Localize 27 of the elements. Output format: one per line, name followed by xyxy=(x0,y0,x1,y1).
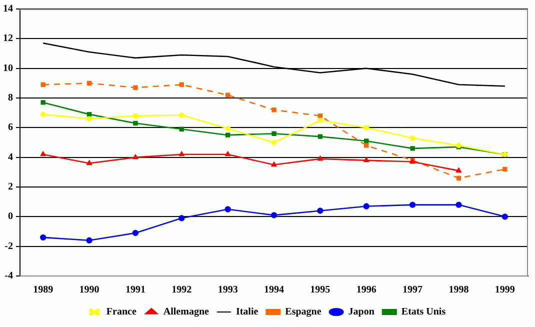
legend-label: Etats Unis xyxy=(401,306,446,318)
x-tick-label: 1998 xyxy=(448,284,469,296)
x-tick-label: 1990 xyxy=(79,284,100,296)
y-tick-label: 8 xyxy=(8,92,13,104)
legend-label: Italie xyxy=(236,306,259,318)
legend-label: Espagne xyxy=(285,306,322,318)
y-tick-label: 4 xyxy=(8,152,13,163)
y-tick-label: -4 xyxy=(4,270,13,282)
y-tick-label: 6 xyxy=(8,122,13,134)
y-tick-label: 2 xyxy=(8,182,13,193)
x-tick-label: 1989 xyxy=(33,284,54,296)
x-tick-label: 1993 xyxy=(218,284,238,296)
x-tick-label: 1999 xyxy=(494,284,515,296)
legend-label: France xyxy=(106,306,137,318)
x-tick-label: 1992 xyxy=(172,284,192,296)
x-tick-label: 1995 xyxy=(310,284,330,296)
y-tick-label: 14 xyxy=(3,4,13,15)
legend-label: Allemagne xyxy=(163,306,210,318)
legend-label: Japon xyxy=(348,306,375,318)
y-tick-label: 12 xyxy=(3,33,13,44)
y-tick-label: 0 xyxy=(8,211,13,222)
x-tick-label: 1994 xyxy=(264,284,284,296)
y-tick-label: 10 xyxy=(3,62,13,74)
x-tick-label: 1996 xyxy=(356,284,376,296)
y-tick-label: -2 xyxy=(4,240,13,252)
x-tick-label: 1997 xyxy=(402,284,423,296)
x-tick-label: 1991 xyxy=(125,284,146,296)
